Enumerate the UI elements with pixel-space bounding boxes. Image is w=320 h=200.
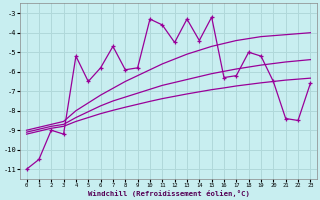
- X-axis label: Windchill (Refroidissement éolien,°C): Windchill (Refroidissement éolien,°C): [88, 190, 249, 197]
